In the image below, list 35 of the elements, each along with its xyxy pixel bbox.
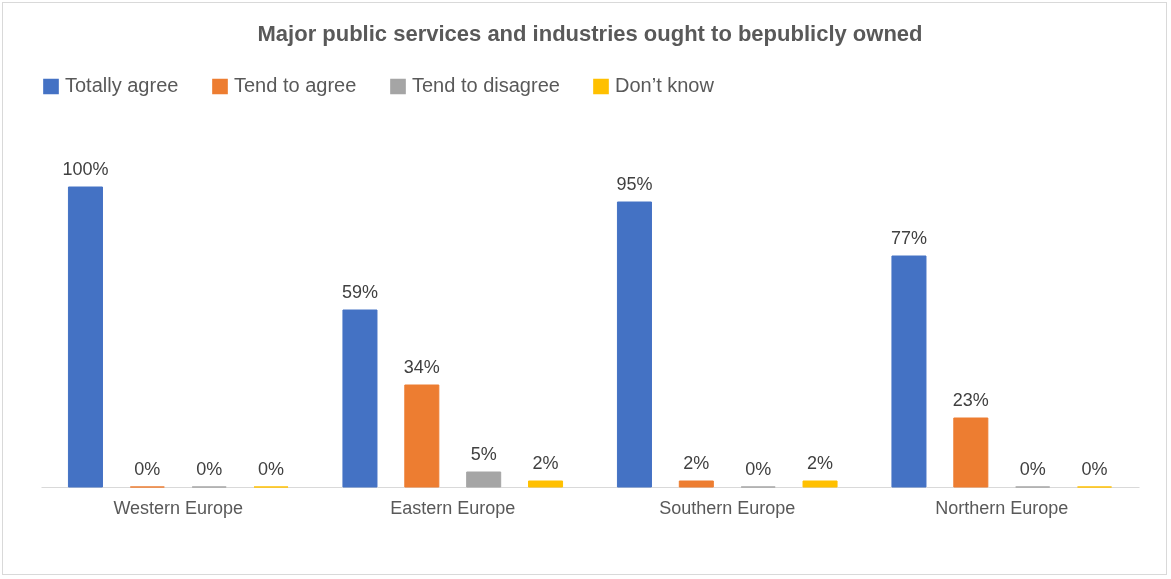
legend-label: Don’t know	[615, 74, 715, 97]
bar	[404, 384, 440, 488]
data-label: 2%	[683, 453, 710, 473]
legend-label: Tend to agree	[234, 74, 357, 97]
bar	[466, 471, 502, 488]
bar	[528, 480, 564, 488]
data-label: 0%	[745, 459, 772, 479]
data-label: 0%	[258, 459, 285, 479]
data-label: 0%	[134, 459, 161, 479]
bar	[802, 480, 838, 488]
data-label: 2%	[807, 453, 834, 473]
bar	[678, 480, 714, 488]
x-tick-label: Northern Europe	[935, 497, 1069, 518]
data-label: 34%	[403, 357, 440, 377]
bar	[67, 186, 103, 488]
legend-label: Tend to disagree	[412, 74, 560, 97]
bar	[342, 309, 378, 488]
data-label: 23%	[952, 390, 989, 410]
bar	[953, 417, 989, 488]
x-tick-label: Eastern Europe	[390, 497, 516, 518]
data-label: 0%	[196, 459, 223, 479]
bar	[891, 255, 927, 488]
data-label: 5%	[470, 444, 497, 464]
legend-label: Totally agree	[65, 74, 179, 97]
data-label: 77%	[890, 228, 927, 248]
data-label: 0%	[1081, 459, 1108, 479]
data-label: 59%	[341, 282, 378, 302]
bar	[616, 201, 652, 488]
x-tick-label: Southern Europe	[659, 497, 796, 518]
chart-title: Major public services and industries ought to bepublicly owned	[257, 21, 923, 46]
data-label: 0%	[1019, 459, 1046, 479]
data-label: 95%	[616, 174, 653, 194]
data-label: 2%	[532, 453, 559, 473]
data-label: 100%	[62, 159, 109, 179]
x-tick-label: Western Europe	[113, 497, 244, 518]
